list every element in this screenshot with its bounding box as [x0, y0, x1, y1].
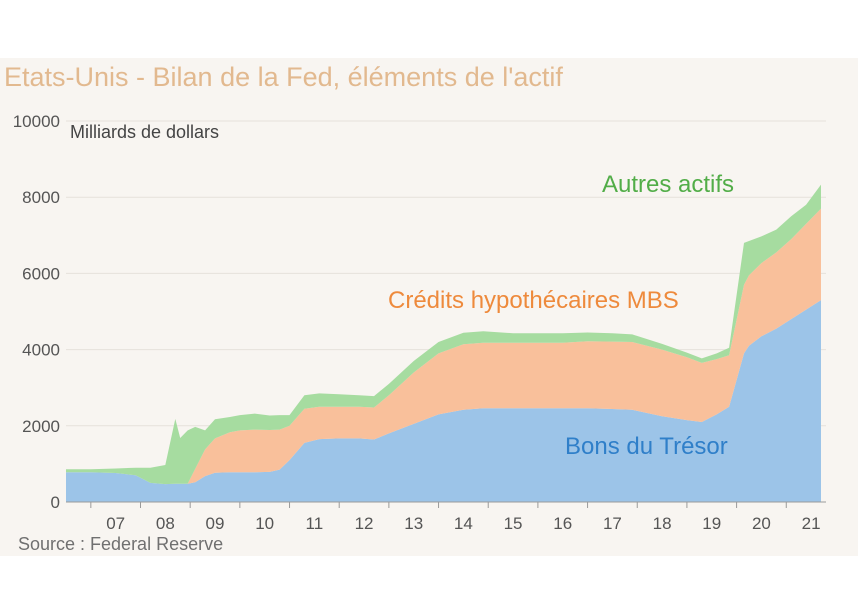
area-bons-du-tresor — [66, 300, 821, 502]
x-tick-label: 08 — [156, 514, 175, 533]
x-tick-label: 20 — [752, 514, 771, 533]
x-tick-label: 12 — [355, 514, 374, 533]
series-label-bons-du-tresor: Bons du Trésor — [565, 433, 728, 460]
x-tick-label: 11 — [306, 514, 324, 533]
y-tick-label: 0 — [51, 493, 60, 512]
x-tick-label: 17 — [603, 514, 622, 533]
source-note: Source : Federal Reserve — [18, 534, 224, 554]
chart-title: Etats-Unis - Bilan de la Fed, éléments d… — [4, 62, 563, 92]
x-tick-label: 21 — [802, 514, 821, 533]
x-tick-labels: 07 08 09 10 11 12 13 14 15 16 17 18 19 20 21 — [90, 502, 821, 533]
y-tick-label: 8000 — [22, 188, 60, 207]
area-series — [66, 184, 821, 502]
x-tick-label: 19 — [702, 514, 721, 533]
x-tick-label: 13 — [404, 514, 423, 533]
x-tick-label: 15 — [504, 514, 523, 533]
x-tick-label: 07 — [106, 514, 125, 533]
x-tick-label: 09 — [206, 514, 225, 533]
y-tick-label: 6000 — [22, 264, 60, 283]
series-label-autres-actifs: Autres actifs — [602, 171, 734, 198]
x-tick-label: 14 — [454, 514, 473, 533]
y-tick-label: 4000 — [22, 341, 60, 360]
series-label-credits-hypothecaires-mbs: Crédits hypothécaires MBS — [388, 287, 679, 314]
y-tick-label: 2000 — [22, 417, 60, 436]
x-tick-label: 18 — [653, 514, 672, 533]
y-tick-label: 10000 — [13, 112, 60, 131]
y-tick-labels: 0 2000 4000 6000 8000 10000 — [13, 112, 60, 512]
x-tick-label: 10 — [255, 514, 274, 533]
x-tick-label: 16 — [553, 514, 572, 533]
y-axis-label: Milliards de dollars — [70, 122, 219, 142]
